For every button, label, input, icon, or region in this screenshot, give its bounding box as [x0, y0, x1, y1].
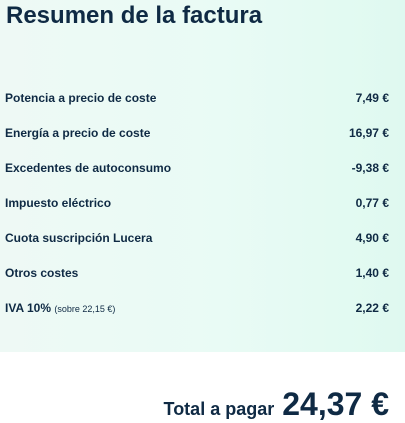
row-note: (sobre 22,15 €)	[54, 304, 116, 314]
row-value: 2,22 €	[355, 301, 389, 315]
invoice-summary-card: Resumen de la factura Potencia a precio …	[0, 0, 405, 352]
row-label: Cuota suscripción Lucera	[5, 231, 153, 245]
total-to-pay: Total a pagar 24,37 €	[164, 386, 389, 423]
summary-row-excedentes: Excedentes de autoconsumo -9,38 €	[0, 152, 405, 187]
row-label: Excedentes de autoconsumo	[5, 161, 172, 175]
row-label: Otros costes	[5, 266, 79, 280]
row-value: 4,90 €	[355, 231, 389, 245]
summary-row-otros: Otros costes 1,40 €	[0, 257, 405, 292]
summary-title: Resumen de la factura	[6, 2, 263, 29]
total-label: Total a pagar	[163, 399, 275, 419]
summary-row-cuota: Cuota suscripción Lucera 4,90 €	[0, 222, 405, 257]
row-label: Impuesto eléctrico	[5, 196, 112, 210]
row-label-group: IVA 10% (sobre 22,15 €)	[5, 301, 115, 315]
row-value: 7,49 €	[355, 91, 389, 105]
summary-row-iva: IVA 10% (sobre 22,15 €) 2,22 €	[0, 292, 405, 327]
row-value: 16,97 €	[348, 126, 389, 140]
row-label: Potencia a precio de coste	[5, 91, 157, 105]
row-value: -9,38 €	[351, 161, 389, 175]
total-value: 24,37 €	[282, 386, 389, 422]
row-value: 1,40 €	[355, 266, 389, 280]
summary-list: Potencia a precio de coste 7,49 € Energí…	[0, 82, 405, 327]
row-label: Energía a precio de coste	[5, 126, 151, 140]
summary-row-impuesto: Impuesto eléctrico 0,77 €	[0, 187, 405, 222]
row-label: IVA 10%	[5, 301, 52, 315]
summary-row-energia: Energía a precio de coste 16,97 €	[0, 117, 405, 152]
row-value: 0,77 €	[355, 196, 389, 210]
summary-row-potencia: Potencia a precio de coste 7,49 €	[0, 82, 405, 117]
